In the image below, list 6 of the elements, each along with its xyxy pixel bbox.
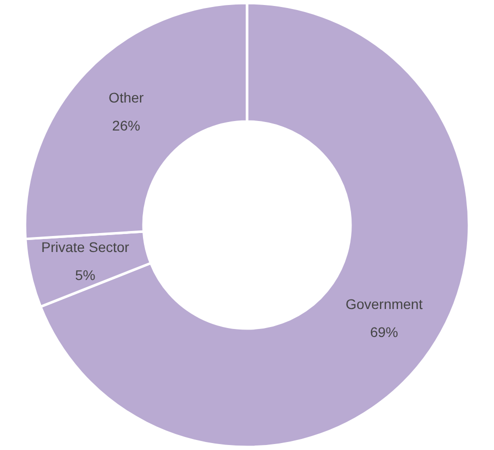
data-label: 5% bbox=[75, 267, 96, 284]
slice-label: Other bbox=[108, 90, 144, 106]
slice-label: Private Sector bbox=[41, 239, 130, 256]
data-label: 26% bbox=[112, 118, 140, 134]
slice-label: Government bbox=[346, 296, 423, 312]
data-label: 69% bbox=[370, 324, 398, 340]
